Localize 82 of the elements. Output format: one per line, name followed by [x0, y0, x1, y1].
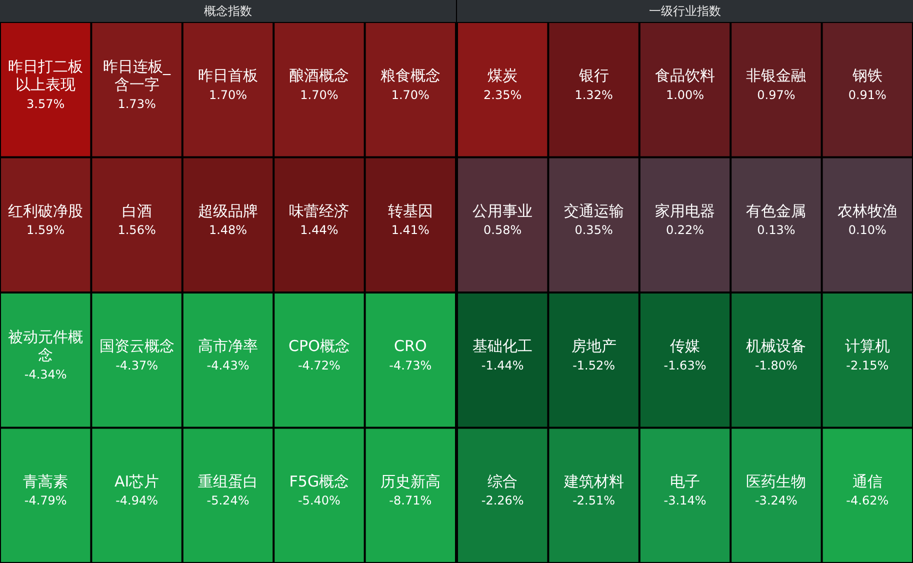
data-label: 1.00%: [666, 88, 704, 102]
data-label: -4.43%: [206, 358, 250, 372]
category-label: 计算机: [844, 337, 890, 356]
data-label: -1.52%: [572, 358, 616, 372]
data-label: 1.48%: [208, 223, 248, 237]
category-label: 昨日首板: [198, 66, 258, 85]
data-label: 0.13%: [757, 223, 796, 237]
category-label: 钢铁: [851, 66, 882, 85]
data-label: -1.80%: [754, 358, 798, 372]
category-label: CPO概念: [288, 337, 350, 356]
data-label: 1.70%: [300, 88, 338, 102]
data-label: -1.63%: [664, 358, 706, 372]
category-label: 高市净率: [198, 337, 258, 356]
category-label: 白酒: [122, 202, 152, 220]
data-label: -8.71%: [389, 494, 432, 508]
data-label: 1.41%: [391, 223, 430, 237]
category-label: 青蒿素: [23, 472, 68, 490]
category-label: F5G概念: [289, 472, 350, 490]
category-label: 粮食概念: [380, 66, 440, 85]
data-label: 1.56%: [118, 223, 156, 237]
data-label: -4.79%: [24, 494, 67, 508]
category-label: 房地产: [571, 337, 616, 356]
data-label: 0.35%: [574, 223, 613, 237]
data-label: 0.10%: [848, 223, 886, 237]
category-label: AI芯片: [114, 472, 160, 490]
data-label: 3.57%: [26, 96, 65, 111]
category-label: 公用事业: [472, 202, 533, 220]
data-label: -2.26%: [481, 494, 524, 508]
data-label: 2.35%: [484, 88, 522, 102]
data-label: -5.40%: [298, 494, 340, 508]
category-label: 家用电器: [655, 202, 715, 220]
data-label: -3.24%: [754, 494, 798, 508]
category-label: 通信: [852, 472, 882, 490]
category-label: 昨日打二板以上表现: [8, 58, 84, 94]
category-label: 煤炭: [488, 66, 518, 85]
data-label: -4.34%: [24, 367, 67, 382]
category-label: 昨日连板_含一字: [103, 58, 172, 94]
data-label: -2.51%: [572, 494, 616, 508]
data-label: -4.73%: [389, 358, 432, 372]
data-label: -4.72%: [298, 358, 340, 372]
data-label: -4.37%: [116, 358, 158, 372]
category-label: 机械设备: [746, 337, 806, 356]
data-label: 0.58%: [484, 223, 522, 237]
category-label: 非银金融: [746, 66, 806, 85]
data-label: 1.32%: [574, 88, 613, 102]
data-label: 1.70%: [391, 88, 430, 102]
category-label: 有色金属: [746, 202, 806, 220]
category-label: 历史新高: [380, 472, 440, 490]
data-label: -4.62%: [846, 494, 889, 508]
category-label: 转基因: [388, 202, 433, 220]
category-label: 基础化工: [472, 337, 533, 356]
category-label: 综合: [488, 472, 518, 490]
category-label: 红利破净股: [8, 202, 84, 220]
category-label: 银行: [578, 66, 609, 85]
data-label: -4.94%: [116, 494, 158, 508]
data-label: 1.73%: [118, 96, 156, 111]
data-label: 0.22%: [666, 223, 704, 237]
data-label: 1.59%: [26, 223, 65, 237]
category-label: 农林牧渔: [837, 202, 898, 220]
data-label: -1.44%: [481, 358, 524, 372]
category-label: 食品饮料: [655, 66, 715, 85]
category-label: CRO: [394, 337, 427, 356]
data-label: -5.24%: [206, 494, 250, 508]
text: 概念指数: [0, 0, 456, 22]
category-label: 国资云概念: [99, 337, 174, 356]
category-label: 医药生物: [746, 472, 806, 490]
category-label: 重组蛋白: [198, 472, 258, 490]
category-label: 被动元件概念: [8, 328, 84, 364]
data-label: 1.44%: [300, 223, 338, 237]
category-label: 电子: [670, 472, 700, 490]
category-label: 传媒: [670, 337, 700, 356]
text: 一级行业指数: [457, 0, 913, 22]
data-label: 0.91%: [848, 88, 886, 102]
data-label: 0.97%: [757, 88, 796, 102]
category-label: 酿酒概念: [289, 66, 350, 85]
category-label: 交通运输: [564, 202, 624, 220]
category-label: 味蕾经济: [289, 202, 350, 220]
data-label: -3.14%: [664, 494, 706, 508]
category-label: 建筑材料: [562, 472, 624, 490]
category-label: 超级品牌: [198, 202, 258, 220]
data-label: 1.70%: [208, 88, 248, 102]
data-label: -2.15%: [846, 358, 889, 372]
